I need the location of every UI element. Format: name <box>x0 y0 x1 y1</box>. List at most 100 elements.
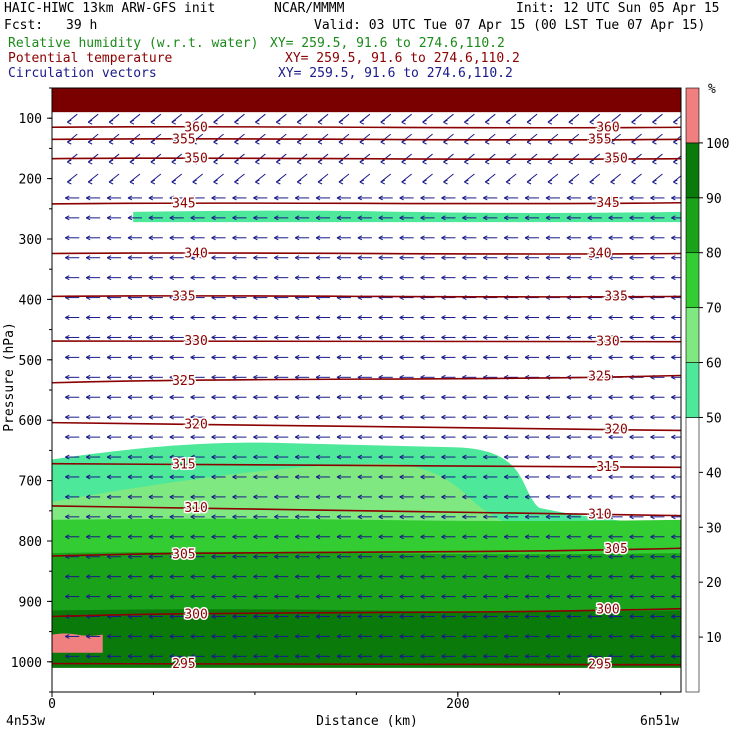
wind-vector-head <box>629 434 634 440</box>
wind-vector-head <box>127 574 133 580</box>
wind-vector-head <box>336 594 342 600</box>
wind-vector-head <box>190 574 195 580</box>
wind-vector-head <box>169 335 175 340</box>
wind-vector-head <box>357 335 363 340</box>
wind-vector-head <box>650 594 655 600</box>
field-theta-name: Potential temperature <box>8 51 173 66</box>
wind-vector-head <box>315 574 321 580</box>
wind-vector-head <box>232 554 237 560</box>
wind-vector-head <box>399 454 404 460</box>
wind-vector-head <box>378 494 383 500</box>
wind-vector-head <box>420 514 425 520</box>
wind-vector-head <box>441 394 446 400</box>
wind-vector-head <box>336 354 342 360</box>
wind-vector-head <box>276 179 281 185</box>
wind-vector-head <box>420 255 425 261</box>
wind-vector-head <box>315 394 321 400</box>
theta-label: 295 <box>172 657 195 672</box>
wind-vector-head <box>85 354 91 360</box>
wind-vector-head <box>545 594 551 600</box>
wind-vector-head <box>566 235 572 241</box>
wind-vector-head <box>190 315 195 320</box>
wind-vector-head <box>671 335 676 340</box>
wind-vector-head <box>211 514 216 520</box>
wind-vector-head <box>608 494 613 500</box>
wind-vector-head <box>378 414 383 420</box>
wind-vector-head <box>629 235 634 241</box>
wind-vector-head <box>357 235 363 241</box>
wind-vector-head <box>587 614 592 619</box>
wind-vector-head <box>629 534 634 540</box>
wind-vector-head <box>127 514 133 520</box>
wind-vector-head <box>503 514 509 520</box>
wind-vector-head <box>503 394 509 400</box>
wind-vector-head <box>190 434 195 440</box>
wind-vector-head <box>547 159 553 165</box>
wind-vector-head <box>443 159 448 165</box>
wind-vector-head <box>253 614 258 619</box>
wind-vector-head <box>650 195 655 201</box>
wind-vector-head <box>336 255 342 261</box>
wind-vector-head <box>441 514 446 520</box>
wind-vector-head <box>399 554 404 560</box>
wind-vector-head <box>294 653 300 659</box>
wind-vector-head <box>127 594 133 600</box>
wind-vector-head <box>524 335 530 340</box>
wind-vector-head <box>566 474 572 480</box>
wind-vector-head <box>673 159 678 165</box>
wind-vector-head <box>232 215 237 221</box>
wind-vector-head <box>608 574 613 580</box>
wind-vector-head <box>253 574 258 580</box>
wind-vector-head <box>357 614 363 619</box>
wind-vector-head <box>587 195 592 201</box>
wind-vector-head <box>357 494 363 500</box>
wind-vector-head <box>503 335 509 340</box>
wind-vector-head <box>253 275 258 281</box>
wind-vector-head <box>211 653 216 659</box>
wind-vector-head <box>106 394 112 400</box>
wind-vector-head <box>503 494 509 500</box>
wind-vector-head <box>671 215 676 221</box>
wind-vector-head <box>106 255 112 261</box>
wind-vector-head <box>294 594 300 600</box>
wind-vector-head <box>127 374 133 380</box>
wind-vector-head <box>378 354 383 360</box>
wind-vector-head <box>357 653 363 659</box>
wind-vector-head <box>401 139 406 145</box>
wind-vector-head <box>85 235 91 241</box>
wind-vector-head <box>462 215 467 221</box>
wind-vector-head <box>190 414 195 420</box>
wind-vector-head <box>294 494 300 500</box>
wind-vector-head <box>255 179 260 185</box>
wind-vector-head <box>441 195 446 201</box>
wind-vector-head <box>464 119 469 125</box>
wind-vector-head <box>483 335 488 340</box>
wind-vector-head <box>65 633 70 639</box>
wind-vector-head <box>378 195 383 201</box>
wind-vector-head <box>503 195 509 201</box>
wind-vector-head <box>483 215 488 221</box>
wind-vector-head <box>462 614 467 619</box>
wind-vector-head <box>524 633 530 639</box>
wind-vector-head <box>420 315 425 320</box>
wind-vector-head <box>420 335 425 340</box>
wind-vector-head <box>545 574 551 580</box>
theta-label: 340 <box>588 246 611 261</box>
wind-vector-head <box>587 454 592 460</box>
wind-vector-head <box>108 119 114 125</box>
wind-vector-head <box>464 159 469 165</box>
wind-vector-head <box>671 494 676 500</box>
wind-vector-head <box>650 315 655 320</box>
wind-vector-head <box>420 394 425 400</box>
wind-vector-head <box>420 235 425 241</box>
wind-vector-head <box>545 534 551 540</box>
wind-vector-head <box>296 179 302 185</box>
wind-vector-head <box>441 494 446 500</box>
wind-vector-head <box>294 414 300 420</box>
wind-vector-head <box>171 139 177 145</box>
wind-vector-head <box>171 179 177 185</box>
wind-vector-head <box>399 255 404 261</box>
wind-vector-head <box>148 474 154 480</box>
wind-vector-head <box>357 195 363 201</box>
wind-vector-head <box>399 275 404 281</box>
